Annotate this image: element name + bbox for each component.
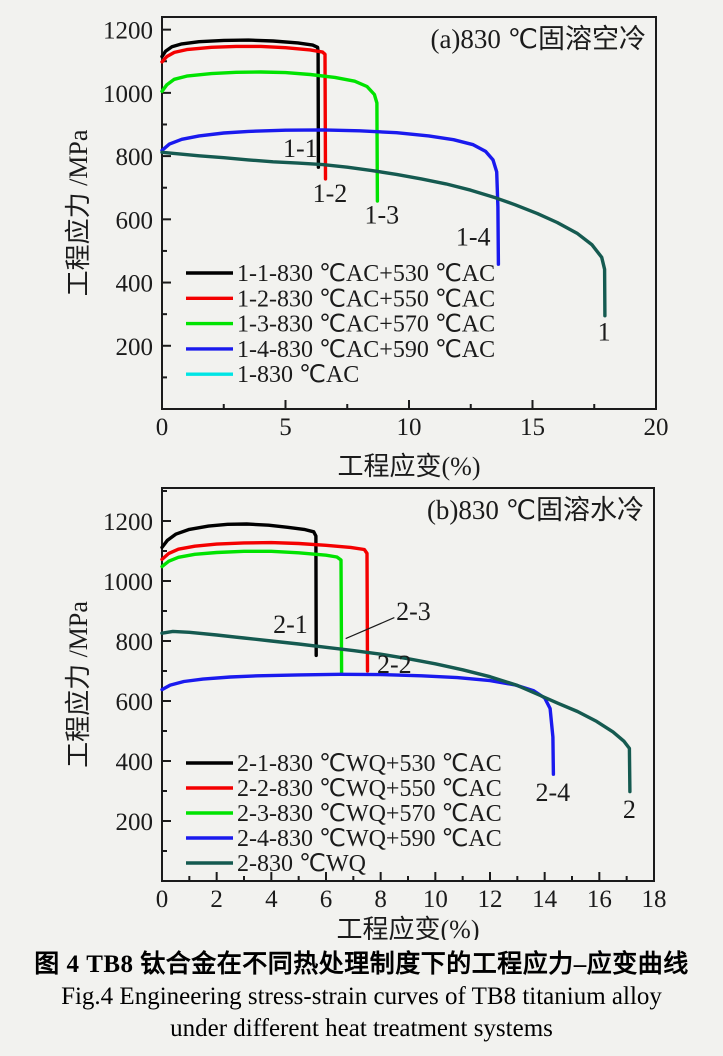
curve-2-1 xyxy=(160,522,318,658)
curve-label-1-2: 1-2 xyxy=(313,179,348,208)
legend-label: 1-4-830 ℃AC+590 ℃AC xyxy=(237,337,495,363)
x-axis-label: 工程应变(%) xyxy=(337,915,480,940)
caption-chinese: 图 4 TB8 钛合金在不同热处理制度下的工程应力–应变曲线 xyxy=(34,951,689,978)
x-tick-label: 10 xyxy=(423,886,448,913)
x-tick-label: 0 xyxy=(156,414,169,441)
y-axis-label: 工程应力 /MPa xyxy=(64,601,93,768)
curve-label-2: 2 xyxy=(623,795,636,824)
curve-label-1-1: 1-1 xyxy=(283,134,318,163)
y-tick-label: 600 xyxy=(116,207,154,234)
x-tick-label: 16 xyxy=(587,886,612,913)
curve-label-1: 1 xyxy=(598,318,611,347)
y-tick-label: 1000 xyxy=(103,569,153,596)
x-tick-label: 15 xyxy=(520,414,545,441)
x-tick-label: 14 xyxy=(532,886,558,913)
x-tick-label: 0 xyxy=(156,886,169,913)
curve-1-3 xyxy=(160,70,380,203)
stress-strain-chart-a: 0 5 10 15 20 200 400 600 800 1000 1200 工程应变(%) 工程应力 … xyxy=(64,16,669,481)
y-tick-label: 800 xyxy=(116,144,154,171)
curve-2-2 xyxy=(160,540,370,673)
x-tick-label: 8 xyxy=(374,886,387,913)
x-tick-label: 12 xyxy=(478,886,503,913)
legend-label: 1-2-830 ℃AC+550 ℃AC xyxy=(237,286,495,312)
legend-label: 2-830 ℃WQ xyxy=(237,851,366,877)
y-tick-label: 200 xyxy=(116,809,154,836)
curve-label-2-2: 2-2 xyxy=(377,650,412,679)
curve-2-4 xyxy=(160,672,556,776)
legend-label: 1-1-830 ℃AC+530 ℃AC xyxy=(237,261,495,287)
legend-label: 2-1-830 ℃WQ+530 ℃AC xyxy=(237,751,502,777)
legend-label: 2-4-830 ℃WQ+590 ℃AC xyxy=(237,826,502,852)
y-tick-label: 400 xyxy=(116,271,154,298)
annotation-leader-2-3 xyxy=(345,617,395,640)
y-tick-label: 1200 xyxy=(103,18,153,45)
y-tick-label: 200 xyxy=(116,334,154,361)
y-tick-label: 800 xyxy=(116,629,154,656)
figure-caption: 图 4 TB8 钛合金在不同热处理制度下的工程应力–应变曲线 Fig.4 Eng… xyxy=(0,940,723,1045)
x-tick-label: 5 xyxy=(279,414,292,441)
curve-label-1-4: 1-4 xyxy=(456,223,491,252)
chart-title: (b)830 ℃固溶水冷 xyxy=(427,495,644,525)
legend-label: 2-2-830 ℃WQ+550 ℃AC xyxy=(237,776,502,802)
caption-english-line2: under different heat treatment systems xyxy=(170,1015,553,1042)
y-tick-label: 400 xyxy=(116,749,154,776)
curve-label-2-3: 2-3 xyxy=(396,597,431,626)
curve-label-2-1: 2-1 xyxy=(273,610,308,639)
legend-label: 2-3-830 ℃WQ+570 ℃AC xyxy=(237,801,502,827)
stress-strain-chart-b: 0 2 4 6 8 10 12 14 16 18 200 400 600 800 1000 1200 工程应变(… xyxy=(64,487,667,940)
curve-1-1 xyxy=(160,38,321,169)
x-tick-label: 2 xyxy=(210,886,223,913)
caption-english-line1: Fig.4 Engineering stress-strain curves o… xyxy=(61,983,662,1010)
legend-label: 1-830 ℃AC xyxy=(237,362,359,388)
x-tick-label: 18 xyxy=(642,886,667,913)
curve-1-2 xyxy=(160,44,328,181)
curve-label-2-4: 2-4 xyxy=(536,778,571,807)
x-tick-label: 6 xyxy=(320,886,333,913)
y-tick-label: 600 xyxy=(116,689,154,716)
y-axis-label: 工程应力 /MPa xyxy=(64,129,93,296)
y-tick-label: 1200 xyxy=(103,509,153,536)
x-tick-label: 20 xyxy=(644,414,669,441)
curve-2 xyxy=(160,629,632,794)
y-tick-label: 1000 xyxy=(103,81,153,108)
curve-label-1-3: 1-3 xyxy=(364,201,399,230)
curve-2-3 xyxy=(160,549,344,676)
x-tick-label: 4 xyxy=(265,886,278,913)
legend-label: 1-3-830 ℃AC+570 ℃AC xyxy=(237,312,495,338)
chart-title: (a)830 ℃固溶空冷 xyxy=(430,24,646,54)
curve-1-4 xyxy=(160,128,501,266)
x-axis-label: 工程应变(%) xyxy=(338,452,481,481)
x-tick-label: 10 xyxy=(397,414,422,441)
curve-1 xyxy=(160,150,607,318)
